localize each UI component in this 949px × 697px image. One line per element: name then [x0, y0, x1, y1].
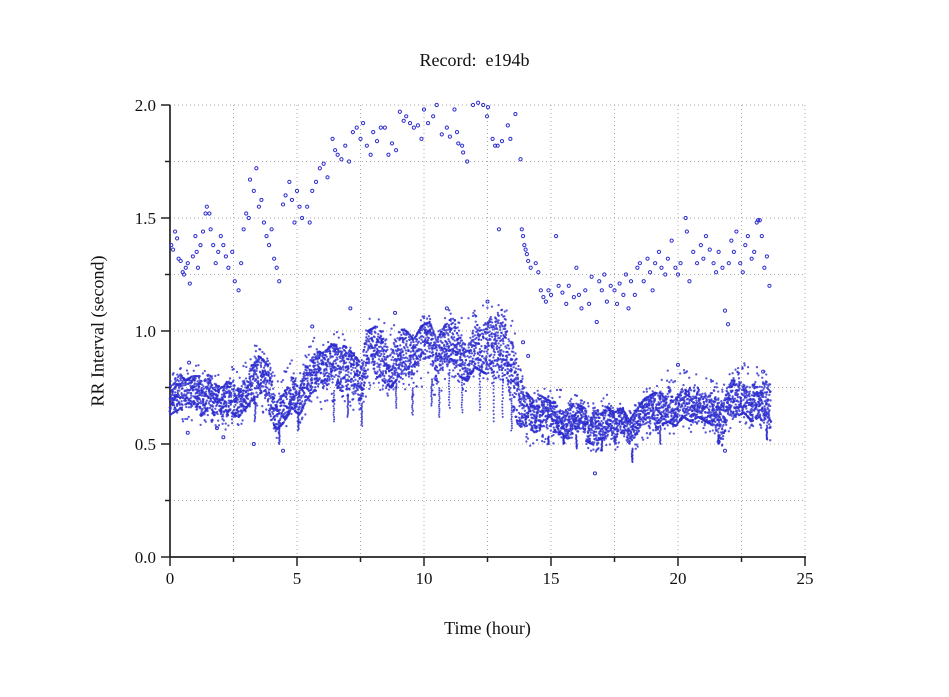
x-axis-title: Time (hour)	[444, 618, 531, 638]
